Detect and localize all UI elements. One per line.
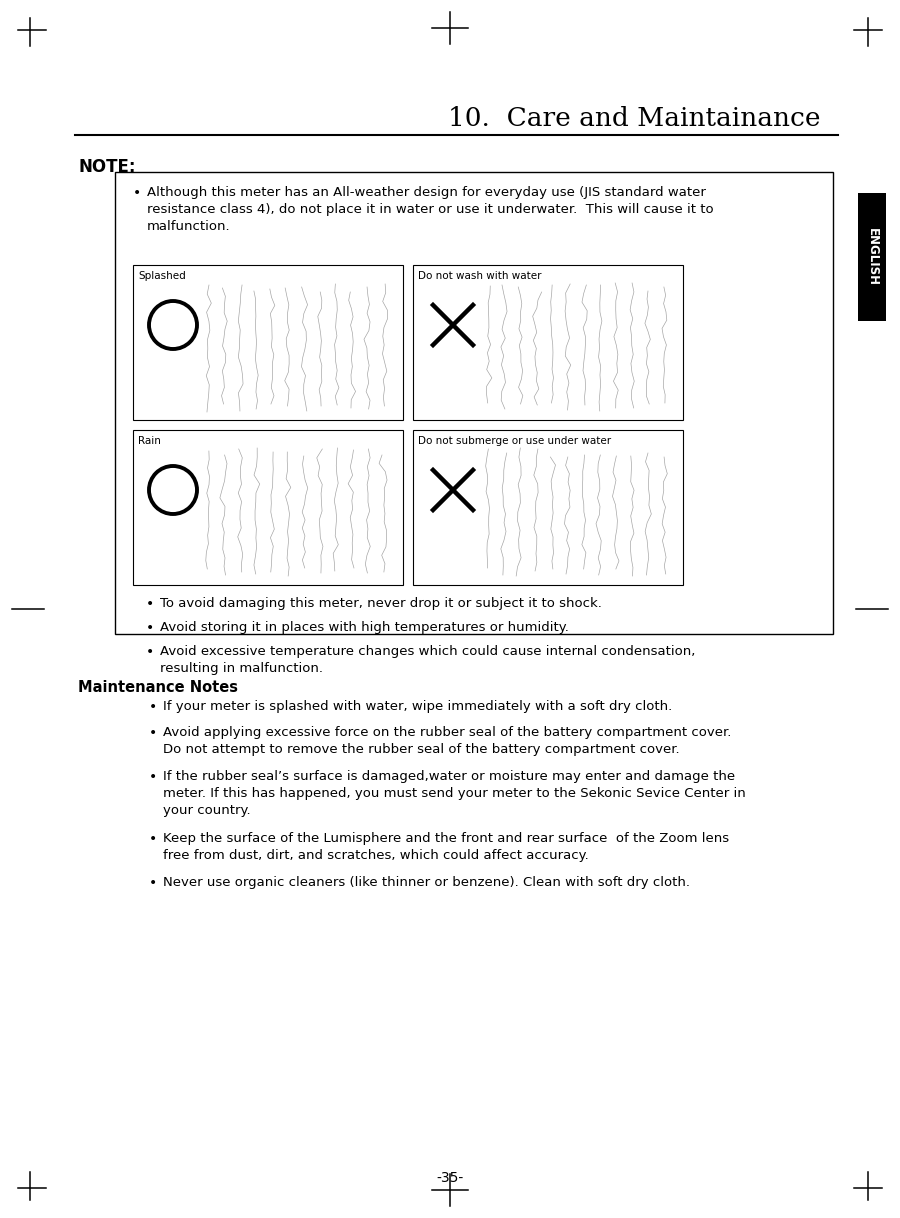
Text: Do not submerge or use under water: Do not submerge or use under water <box>418 436 611 446</box>
Bar <box>413 430 683 585</box>
Text: Keep the surface of the Lumisphere and the front and rear surface  of the Zoom l: Keep the surface of the Lumisphere and t… <box>163 832 729 862</box>
Text: Avoid excessive temperature changes which could cause internal condensation,
res: Avoid excessive temperature changes whic… <box>160 646 696 675</box>
Text: If the rubber seal’s surface is damaged,water or moisture may enter and damage t: If the rubber seal’s surface is damaged,… <box>163 770 746 817</box>
Text: 10.  Care and Maintainance: 10. Care and Maintainance <box>447 106 820 130</box>
Text: •: • <box>133 186 141 200</box>
Text: -35-: -35- <box>436 1170 464 1185</box>
Text: •: • <box>146 646 154 659</box>
Text: Splashed: Splashed <box>138 270 185 281</box>
Bar <box>133 266 403 420</box>
Bar <box>115 172 833 635</box>
Text: Maintenance Notes: Maintenance Notes <box>78 680 238 695</box>
Bar <box>133 430 403 585</box>
Text: NOTE:: NOTE: <box>78 158 136 175</box>
Text: •: • <box>149 700 158 714</box>
Text: •: • <box>149 876 158 890</box>
Text: •: • <box>146 597 154 611</box>
Text: •: • <box>149 832 158 847</box>
Text: •: • <box>149 726 158 741</box>
Text: Never use organic cleaners (like thinner or benzene). Clean with soft dry cloth.: Never use organic cleaners (like thinner… <box>163 876 690 889</box>
Bar <box>858 192 886 322</box>
Text: Avoid applying excessive force on the rubber seal of the battery compartment cov: Avoid applying excessive force on the ru… <box>163 726 732 756</box>
Text: To avoid damaging this meter, never drop it or subject it to shock.: To avoid damaging this meter, never drop… <box>160 597 602 610</box>
Text: •: • <box>146 621 154 635</box>
Text: If your meter is splashed with water, wipe immediately with a soft dry cloth.: If your meter is splashed with water, wi… <box>163 700 672 713</box>
Text: Avoid storing it in places with high temperatures or humidity.: Avoid storing it in places with high tem… <box>160 621 569 635</box>
Text: •: • <box>149 770 158 784</box>
Bar <box>413 266 683 420</box>
Text: Do not wash with water: Do not wash with water <box>418 270 542 281</box>
Text: ENGLISH: ENGLISH <box>866 228 878 286</box>
Text: Rain: Rain <box>138 436 161 446</box>
Text: Although this meter has an All-weather design for everyday use (JIS standard wat: Although this meter has an All-weather d… <box>147 186 714 233</box>
